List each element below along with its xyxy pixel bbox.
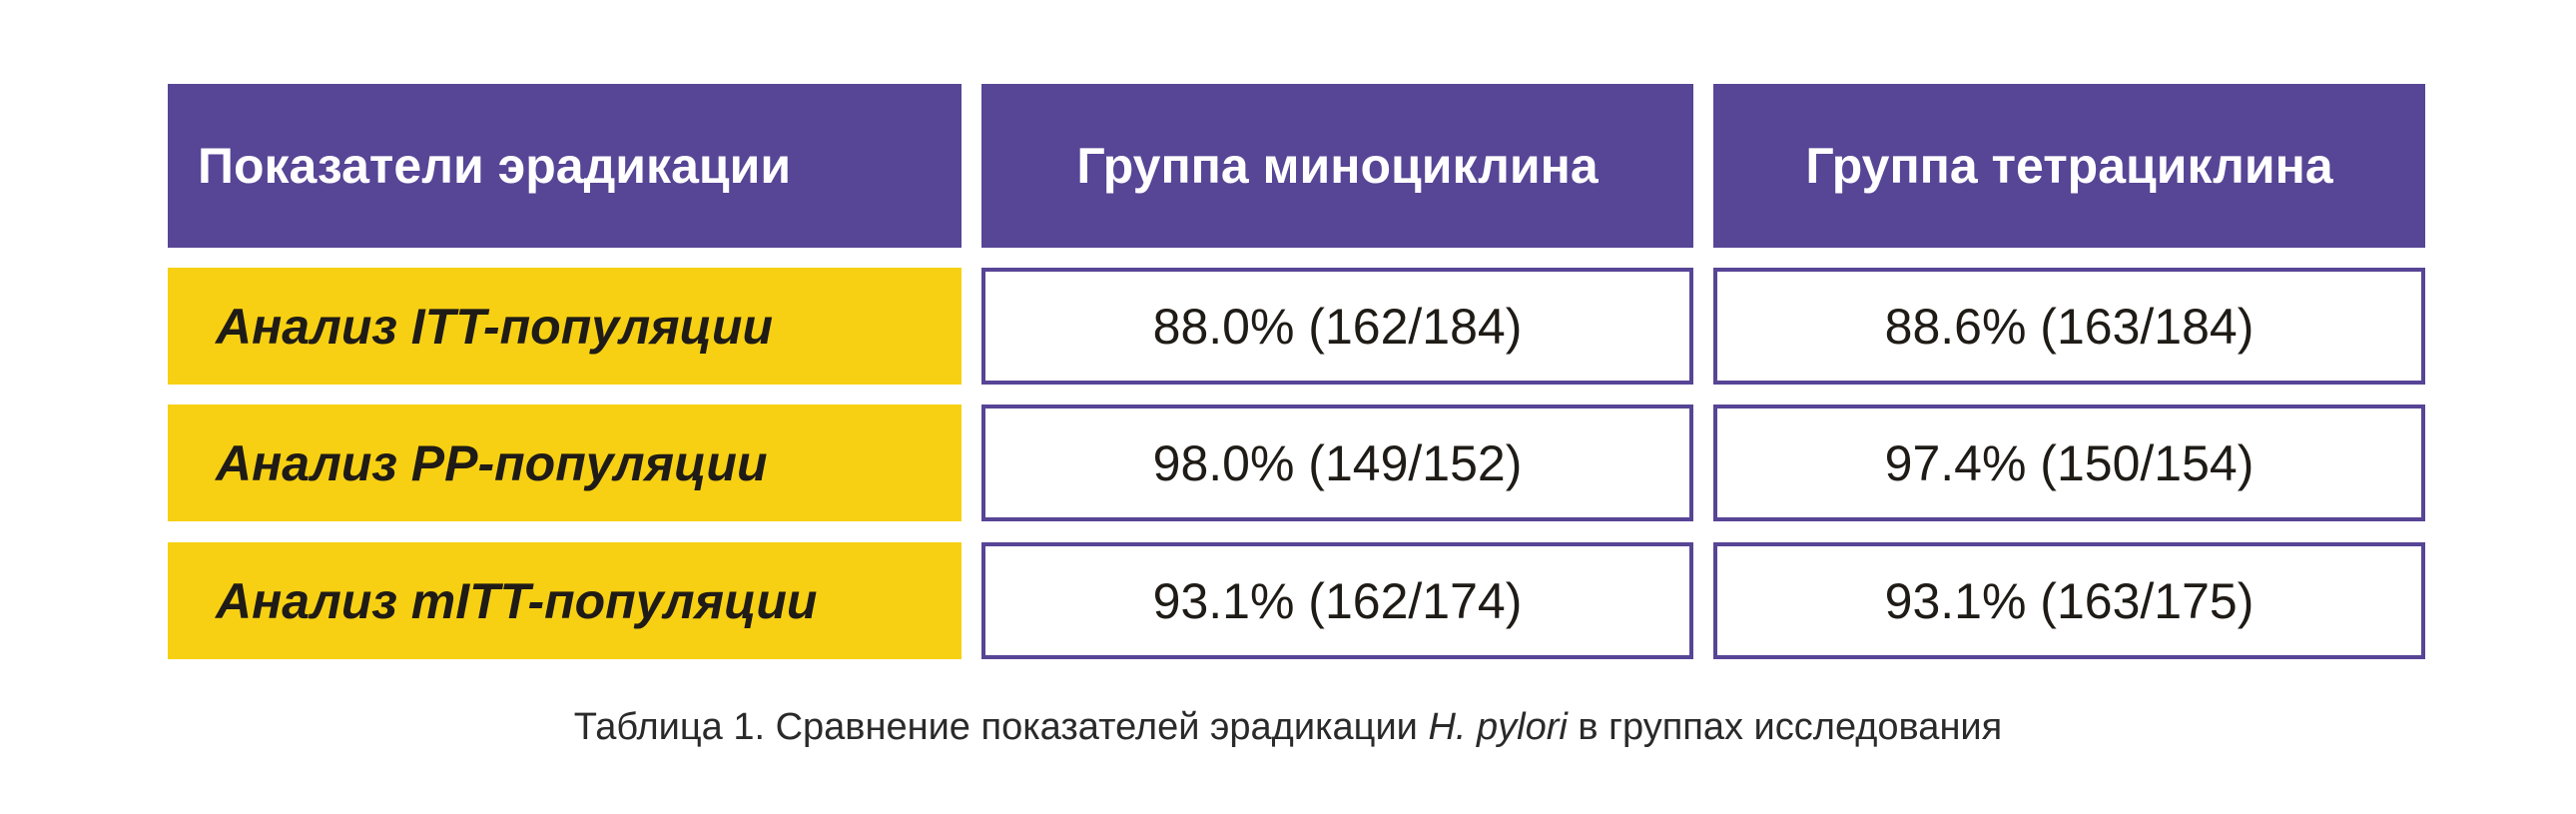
cell-pp-tetracycline-value: 97.4% (150/154) xyxy=(1884,434,2254,491)
header-minocycline-group: Группа миноциклина xyxy=(981,84,1693,248)
row-label-itt: Анализ ITT-популяции xyxy=(168,268,962,385)
header-minocycline-label: Группа миноциклина xyxy=(1076,138,1599,194)
cell-mitt-minocycline: 93.1% (162/174) xyxy=(981,542,1693,659)
cell-itt-tetracycline-value: 88.6% (163/184) xyxy=(1884,298,2254,355)
header-tetracycline-label: Группа тетрациклина xyxy=(1805,138,2333,194)
row-label-mitt: Анализ mITT-популяции xyxy=(168,542,962,659)
header-tetracycline-group: Группа тетрациклина xyxy=(1713,84,2425,248)
cell-itt-minocycline: 88.0% (162/184) xyxy=(981,268,1693,385)
cell-pp-minocycline: 98.0% (149/152) xyxy=(981,405,1693,521)
cell-pp-minocycline-value: 98.0% (149/152) xyxy=(1152,434,1523,491)
cell-itt-tetracycline: 88.6% (163/184) xyxy=(1713,268,2425,385)
row-label-mitt-text: Анализ mITT-популяции xyxy=(216,572,818,629)
header-indicators: Показатели эрадикации xyxy=(168,84,962,248)
row-label-pp-text: Анализ PP-популяции xyxy=(216,434,768,491)
cell-mitt-minocycline-value: 93.1% (162/174) xyxy=(1152,572,1523,629)
table-caption: Таблица 1. Сравнение показателей эрадика… xyxy=(0,699,2576,755)
cell-pp-tetracycline: 97.4% (150/154) xyxy=(1713,405,2425,521)
caption-prefix: Таблица 1. Сравнение показателей эрадика… xyxy=(573,706,1429,748)
caption-organism: H. pylori xyxy=(1428,706,1568,748)
row-label-pp: Анализ PP-популяции xyxy=(168,405,962,521)
cell-itt-minocycline-value: 88.0% (162/184) xyxy=(1152,298,1523,355)
cell-mitt-tetracycline: 93.1% (163/175) xyxy=(1713,542,2425,659)
caption-suffix: в группах исследования xyxy=(1567,706,2003,748)
header-indicators-label: Показатели эрадикации xyxy=(198,138,792,194)
row-label-itt-text: Анализ ITT-популяции xyxy=(216,298,774,355)
cell-mitt-tetracycline-value: 93.1% (163/175) xyxy=(1884,572,2254,629)
